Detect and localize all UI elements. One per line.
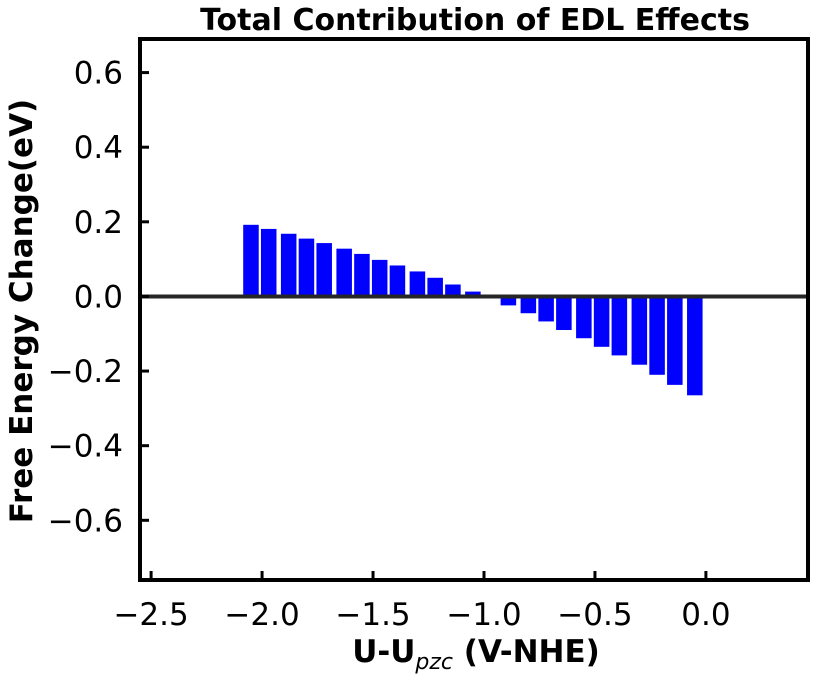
chart-title: Total Contribution of EDL Effects	[200, 3, 750, 38]
x-axis-label-main: U-U	[352, 634, 415, 670]
bar	[556, 296, 572, 331]
bar	[593, 296, 610, 347]
bar	[371, 259, 388, 297]
bar	[298, 238, 315, 297]
bar	[354, 253, 370, 297]
bar	[611, 296, 628, 356]
x-tick-label: −1.0	[446, 597, 521, 633]
y-tick-label: 0.4	[74, 130, 123, 166]
bar	[316, 243, 332, 297]
x-tick-label: −2.0	[224, 597, 299, 633]
bars-group	[243, 224, 703, 396]
x-axis-label-subscript: pzc	[414, 650, 453, 675]
y-tick-label: 0.6	[74, 56, 123, 92]
x-axis-label: U-Upzc (V-NHE)	[352, 634, 600, 675]
y-axis-ticks: 0.6 0.4 0.2 0.0 −0.2 −0.4 −0.6	[48, 56, 149, 539]
bar	[465, 291, 481, 297]
bar	[260, 228, 277, 297]
x-tick-label: −1.5	[335, 597, 410, 633]
y-tick-label: 0.0	[74, 279, 123, 315]
x-axis-ticks: −2.5 −2.0 −1.5 −1.0 −0.5 0.0	[113, 571, 731, 633]
y-tick-label: −0.6	[48, 503, 123, 539]
bar	[409, 271, 426, 297]
y-tick-label: 0.2	[74, 205, 123, 241]
bar	[667, 296, 683, 385]
bar	[445, 284, 461, 297]
x-tick-label: −0.5	[557, 597, 632, 633]
bar	[649, 296, 665, 375]
x-axis-label-suffix: (V-NHE)	[453, 634, 600, 670]
bar	[520, 296, 537, 314]
y-axis-label: Free Energy Change(eV)	[4, 99, 40, 523]
bar	[500, 296, 517, 306]
bar	[280, 233, 297, 297]
bar	[389, 265, 406, 297]
bar	[687, 296, 703, 396]
x-tick-label: −2.5	[113, 597, 188, 633]
y-tick-label: −0.4	[48, 429, 123, 465]
bar	[538, 296, 554, 322]
plot-frame	[138, 37, 810, 582]
x-tick-label: 0.0	[681, 597, 730, 633]
bar	[336, 248, 352, 297]
bar	[243, 224, 259, 297]
bar	[576, 296, 592, 339]
y-tick-label: −0.2	[48, 354, 123, 390]
bar	[631, 296, 648, 365]
bar	[427, 277, 443, 297]
